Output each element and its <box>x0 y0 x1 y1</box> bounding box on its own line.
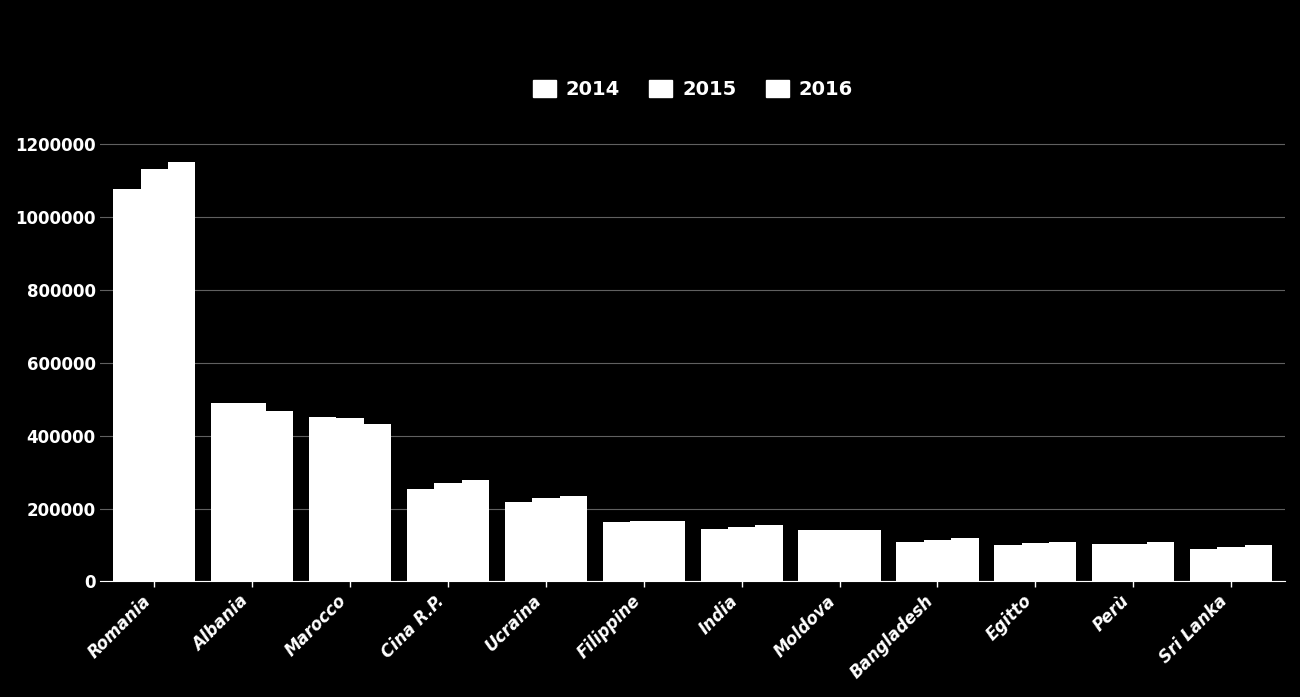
Bar <box>211 403 238 581</box>
Bar <box>952 537 979 581</box>
Bar <box>407 489 434 581</box>
Bar <box>559 496 588 581</box>
Bar <box>1147 542 1174 581</box>
Bar <box>1022 543 1049 581</box>
Bar <box>603 522 630 581</box>
Bar <box>140 169 168 581</box>
Bar <box>826 530 853 581</box>
Bar <box>1190 549 1218 581</box>
Bar <box>364 424 391 581</box>
Bar <box>266 411 294 581</box>
Legend: 2014, 2015, 2016: 2014, 2015, 2016 <box>523 70 863 109</box>
Bar <box>728 527 755 581</box>
Bar <box>701 528 728 581</box>
Bar <box>462 480 489 581</box>
Bar <box>853 530 880 581</box>
Bar <box>1218 547 1245 581</box>
Bar <box>897 542 924 581</box>
Bar <box>337 418 364 581</box>
Bar <box>755 525 783 581</box>
Bar <box>798 530 826 581</box>
Bar <box>994 545 1022 581</box>
Bar <box>238 403 266 581</box>
Bar <box>532 498 559 581</box>
Bar <box>1049 542 1076 581</box>
Bar <box>630 521 658 581</box>
Bar <box>434 483 462 581</box>
Bar <box>1245 544 1273 581</box>
Bar <box>1092 544 1119 581</box>
Bar <box>658 521 685 581</box>
Bar <box>113 189 140 581</box>
Bar <box>504 502 532 581</box>
Bar <box>168 162 195 581</box>
Bar <box>309 417 337 581</box>
Bar <box>924 539 952 581</box>
Bar <box>1119 544 1147 581</box>
